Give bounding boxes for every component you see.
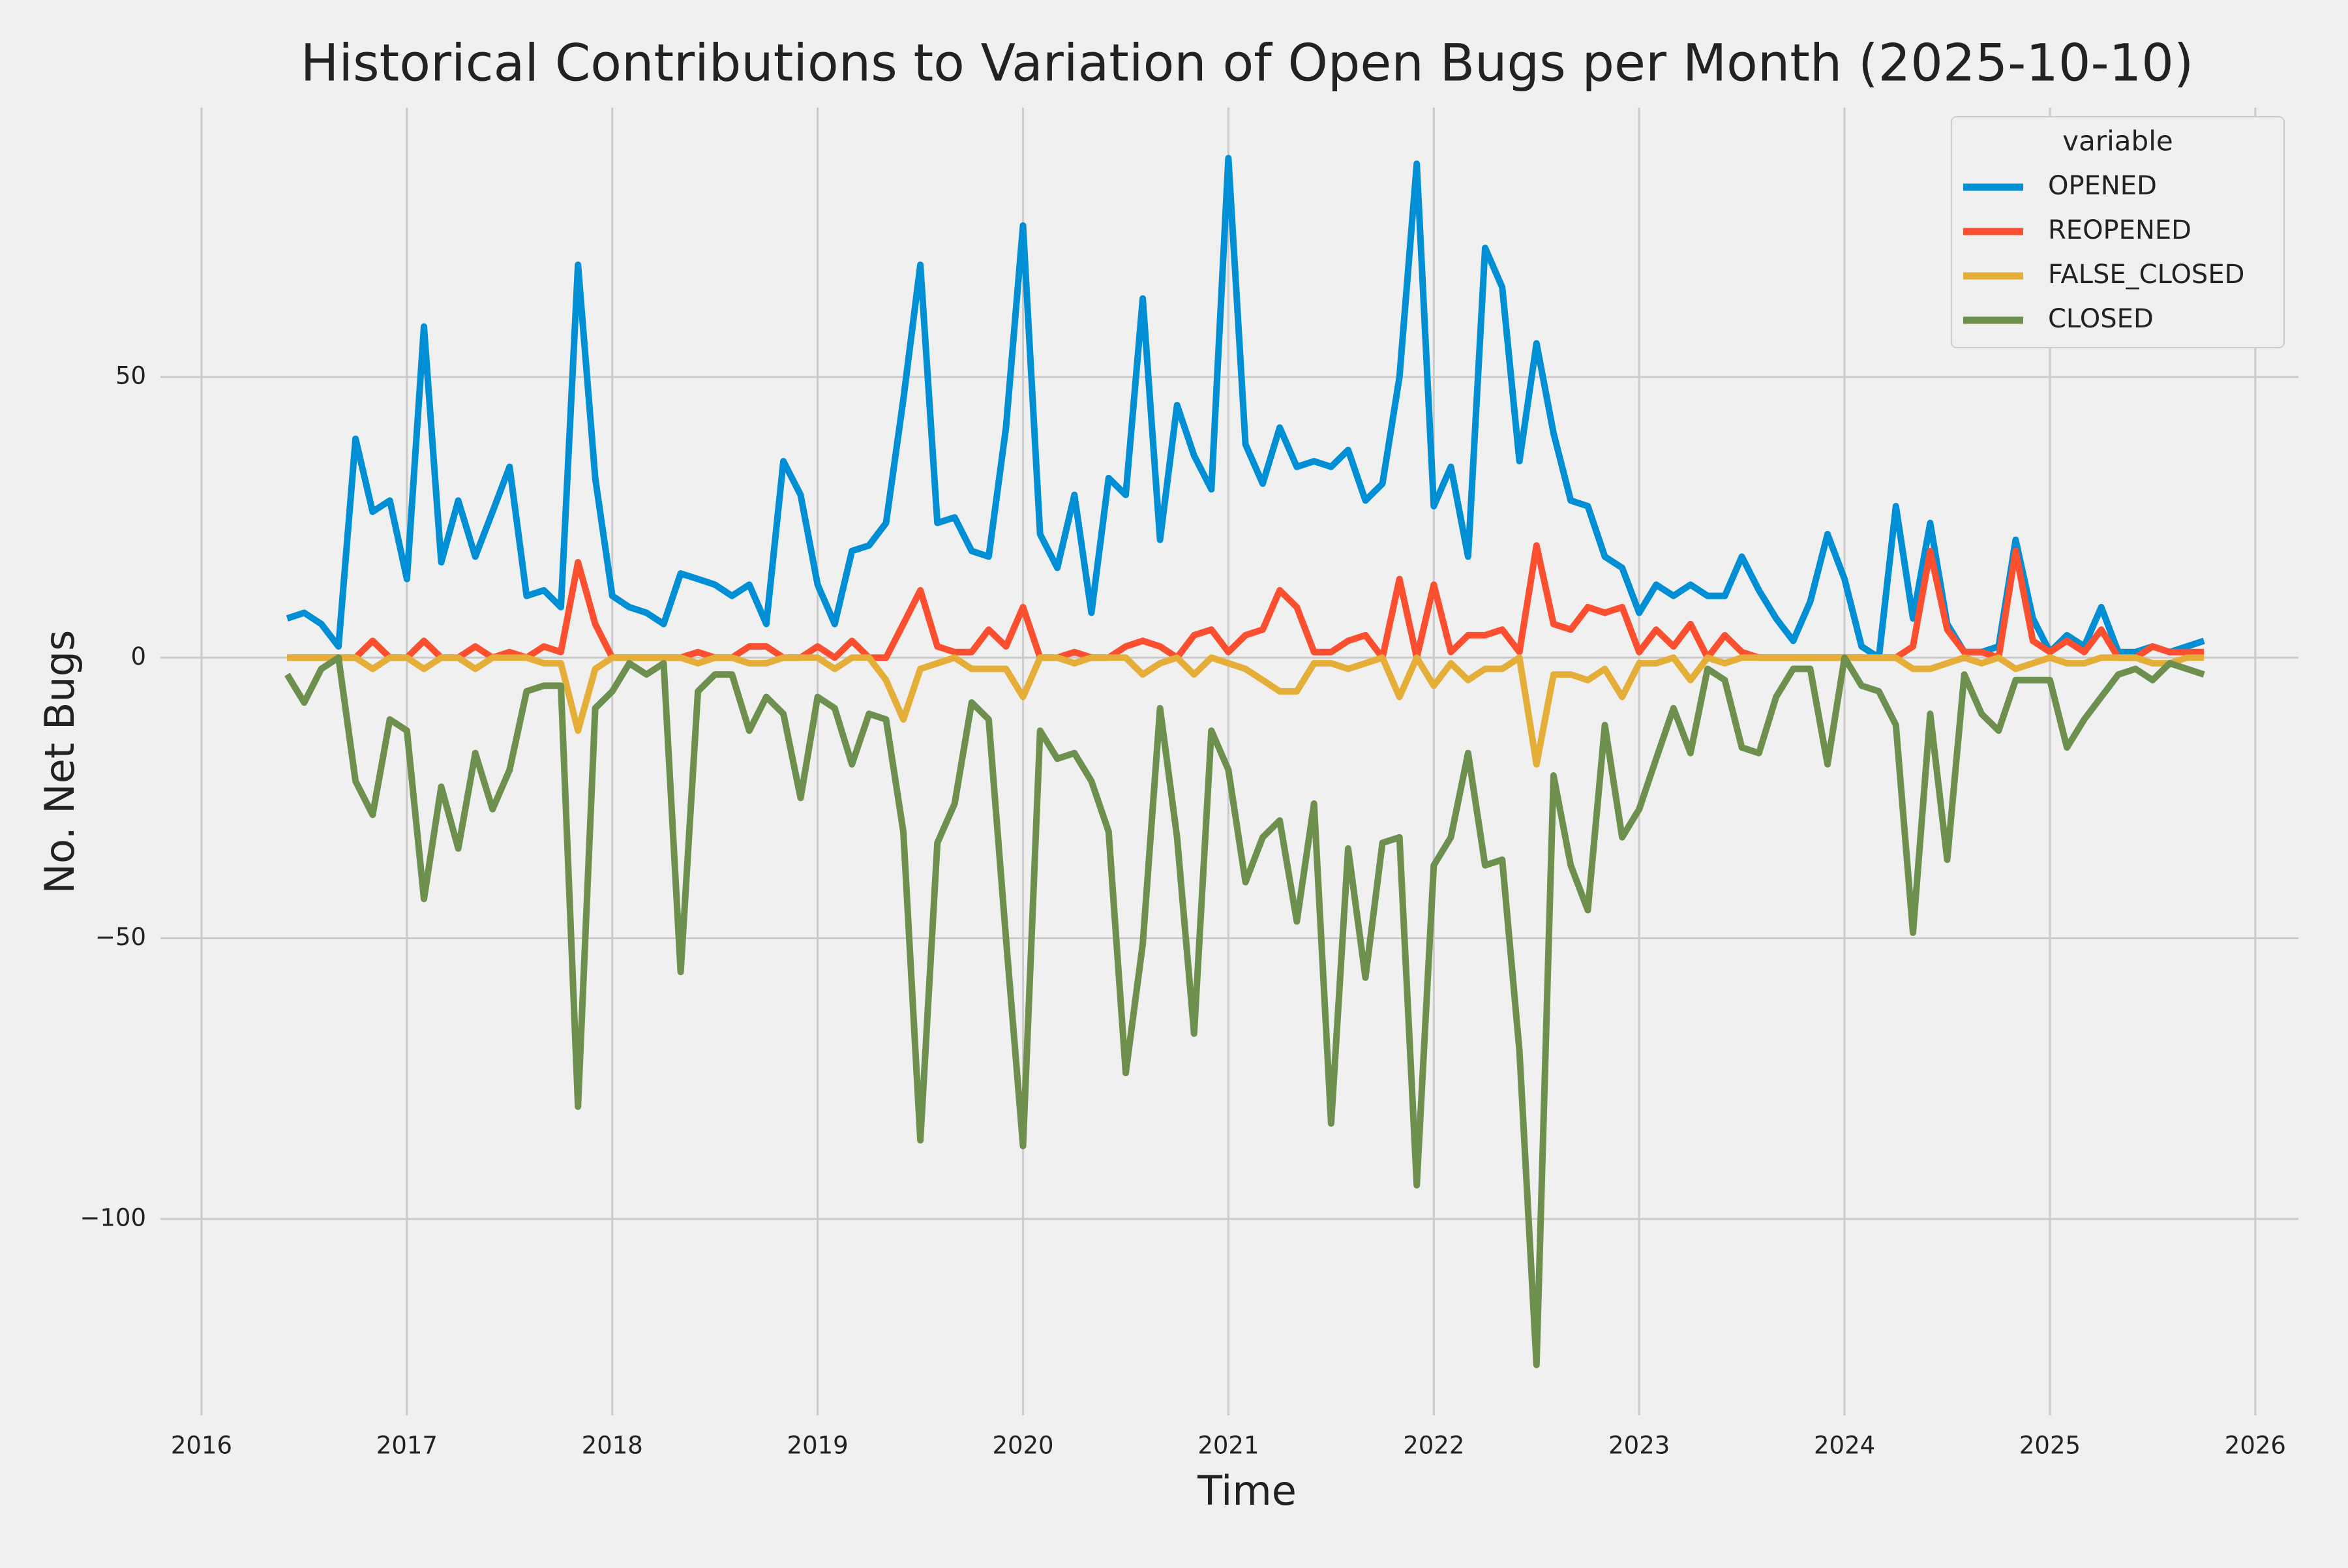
legend-label: CLOSED	[2048, 304, 2154, 334]
x-tick-label: 2020	[992, 1432, 1053, 1460]
x-tick-label: 2022	[1403, 1432, 1464, 1460]
x-tick-label: 2018	[582, 1432, 643, 1460]
legend: variable OPENED REOPENED FALSE_CLOSED CLOSED	[1951, 116, 2285, 348]
x-tick-label: 2025	[2019, 1432, 2081, 1460]
x-tick-label: 2024	[1814, 1432, 1875, 1460]
x-axis-label: Time	[1197, 1467, 1297, 1515]
series-line	[284, 654, 2205, 1368]
x-tick-label: 2019	[787, 1432, 849, 1460]
series-line	[287, 654, 2205, 768]
x-tick-label: 2017	[376, 1432, 438, 1460]
series-line	[286, 155, 2205, 661]
y-tick-label: 0	[130, 642, 146, 671]
legend-title: variable	[2062, 125, 2173, 157]
y-tick-label: −50	[95, 923, 146, 951]
x-tick-label: 2016	[171, 1432, 232, 1460]
legend-label: FALSE_CLOSED	[2048, 260, 2244, 290]
y-tick-label: 50	[115, 362, 146, 390]
x-tick-label: 2021	[1197, 1432, 1259, 1460]
legend-label: REOPENED	[2048, 215, 2191, 245]
y-tick-label: −100	[80, 1203, 146, 1231]
legend-box	[1951, 116, 2285, 348]
chart-title: Historical Contributions to Variation of…	[301, 34, 2194, 93]
x-tick-label: 2023	[1608, 1432, 1670, 1460]
y-axis-label: No. Net Bugs	[36, 630, 83, 894]
x-tick-label: 2026	[2225, 1432, 2286, 1460]
legend-label: OPENED	[2048, 171, 2157, 201]
